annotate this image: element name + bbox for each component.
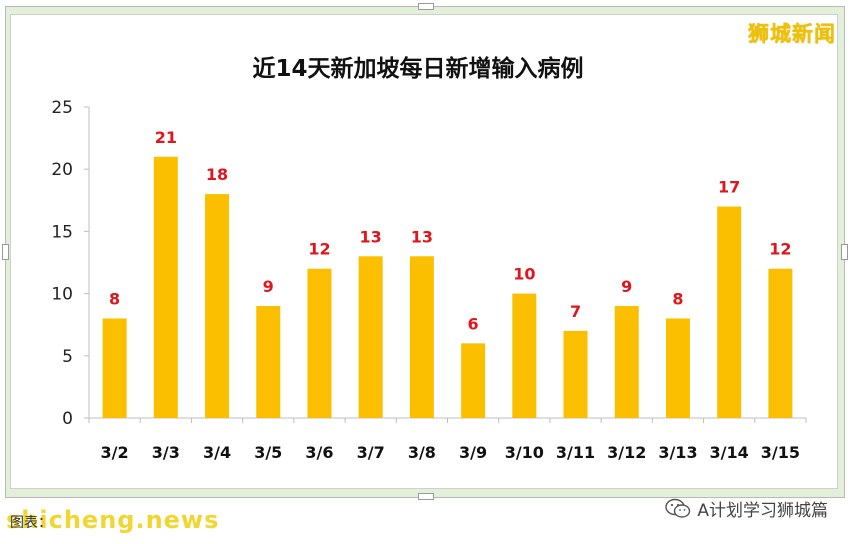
y-tick-label: 0 bbox=[62, 409, 73, 429]
data-label: 10 bbox=[513, 265, 535, 284]
x-tick-label: 3/5 bbox=[254, 443, 282, 462]
data-label: 12 bbox=[769, 240, 791, 259]
data-label: 8 bbox=[109, 289, 120, 308]
chart-data-labels: 8 21 18 9 12 13 13 6 10 7 9 8 17 12 bbox=[109, 128, 791, 334]
data-label: 21 bbox=[155, 128, 177, 147]
brand-logo: 狮城新闻 bbox=[748, 22, 836, 46]
chart-x-tick-labels: 3/2 3/3 3/4 3/5 3/6 3/7 3/8 3/9 3/10 3/11 3/12 3/13… bbox=[101, 443, 800, 462]
chart-bars bbox=[102, 156, 793, 418]
bar bbox=[358, 256, 383, 418]
wechat-account-name: A计划学习狮城篇 bbox=[697, 501, 828, 521]
data-label: 9 bbox=[621, 277, 632, 296]
bar bbox=[205, 194, 230, 418]
x-tick-label: 3/9 bbox=[459, 443, 487, 462]
watermark: shicheng.news bbox=[6, 506, 220, 534]
y-tick-label: 5 bbox=[62, 347, 73, 367]
wechat-icon bbox=[665, 498, 691, 518]
data-label: 17 bbox=[718, 178, 740, 197]
x-tick-label: 3/6 bbox=[305, 443, 333, 462]
bar bbox=[461, 343, 486, 418]
resize-handle-left[interactable] bbox=[2, 244, 9, 260]
data-label: 9 bbox=[263, 277, 274, 296]
x-tick-label: 3/4 bbox=[203, 443, 231, 462]
data-label: 13 bbox=[360, 227, 382, 246]
x-tick-label: 3/10 bbox=[505, 443, 544, 462]
x-tick-label: 3/3 bbox=[152, 443, 180, 462]
x-tick-label: 3/15 bbox=[761, 443, 800, 462]
data-label: 6 bbox=[468, 314, 479, 333]
resize-handle-bottom[interactable] bbox=[418, 493, 434, 500]
bar bbox=[614, 306, 639, 418]
y-tick-label: 25 bbox=[51, 98, 73, 118]
data-label: 8 bbox=[672, 289, 683, 308]
chart-y-tick-labels: 0 5 10 15 20 25 bbox=[51, 98, 73, 429]
y-tick-label: 20 bbox=[51, 160, 73, 180]
x-tick-label: 3/7 bbox=[357, 443, 385, 462]
resize-handle-top[interactable] bbox=[418, 3, 434, 10]
x-tick-label: 3/2 bbox=[101, 443, 129, 462]
wechat-account: A计划学习狮城篇 bbox=[665, 496, 828, 521]
x-tick-label: 3/11 bbox=[556, 443, 595, 462]
bar bbox=[307, 268, 332, 418]
bar bbox=[717, 206, 742, 418]
bar bbox=[563, 330, 588, 418]
x-tick-label: 3/13 bbox=[658, 443, 697, 462]
x-tick-label: 3/8 bbox=[408, 443, 436, 462]
chart-axes bbox=[84, 106, 807, 423]
bar bbox=[102, 318, 127, 418]
bar bbox=[768, 268, 793, 418]
data-label: 13 bbox=[411, 227, 433, 246]
chart-title: 近14天新加坡每日新增输入病例 bbox=[252, 55, 583, 82]
resize-handle-right[interactable] bbox=[841, 244, 848, 260]
data-label: 18 bbox=[206, 165, 228, 184]
y-tick-label: 10 bbox=[51, 285, 73, 305]
bar bbox=[512, 293, 537, 418]
bar bbox=[409, 256, 434, 418]
x-tick-label: 3/14 bbox=[710, 443, 749, 462]
bar bbox=[153, 156, 178, 418]
bar bbox=[256, 306, 281, 418]
x-tick-label: 3/12 bbox=[607, 443, 646, 462]
data-label: 7 bbox=[570, 302, 581, 321]
y-tick-label: 15 bbox=[51, 222, 73, 242]
bar bbox=[665, 318, 690, 418]
source-label: 图表： bbox=[10, 515, 52, 531]
data-label: 12 bbox=[308, 240, 330, 259]
